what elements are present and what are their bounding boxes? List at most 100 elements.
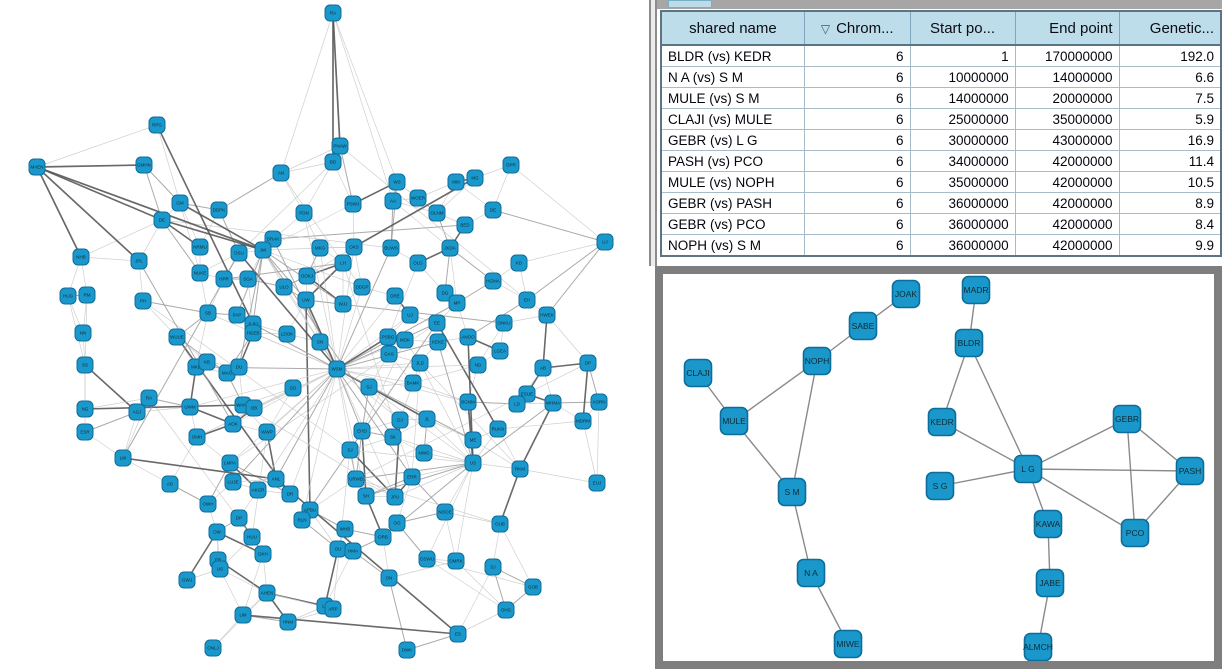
- network-node[interactable]: ERR: [403, 468, 421, 486]
- table-cell[interactable]: N A (vs) S M: [660, 66, 805, 88]
- network-node[interactable]: RLN: [293, 511, 311, 529]
- network-node[interactable]: PNAW: [331, 137, 349, 155]
- network-node[interactable]: RUKN: [489, 420, 507, 438]
- table-cell[interactable]: 42000000: [1014, 150, 1120, 172]
- sort-filter-icon[interactable]: ▽: [820, 21, 831, 36]
- table-cell[interactable]: 36000000: [909, 234, 1016, 257]
- network-node[interactable]: WS: [388, 173, 406, 191]
- network-node[interactable]: AD: [161, 475, 179, 493]
- table-cell[interactable]: GEBR (vs) PCO: [660, 213, 805, 235]
- network-node[interactable]: ND: [469, 356, 487, 374]
- network-node[interactable]: BGNM: [459, 393, 477, 411]
- network-node[interactable]: URWB: [347, 470, 365, 488]
- network-node[interactable]: EH: [518, 291, 536, 309]
- network-node-l-g[interactable]: L G: [1013, 454, 1043, 484]
- network-node[interactable]: DKH: [254, 545, 272, 563]
- network-node[interactable]: OMH: [188, 428, 206, 446]
- network-node[interactable]: OKS: [345, 238, 363, 256]
- network-node[interactable]: WUUE: [168, 328, 186, 346]
- network-node[interactable]: JKDA: [441, 239, 459, 257]
- network-node-gebr[interactable]: GEBR: [1112, 404, 1142, 434]
- network-node-jabe[interactable]: JABE: [1035, 568, 1065, 598]
- network-node[interactable]: HGEB: [244, 324, 262, 342]
- network-node[interactable]: EUJ: [588, 474, 606, 492]
- filtered-network-graph[interactable]: JOAK SABE NOPH CLAJI MULE S M N A MIWE MADR BLDR K…: [663, 274, 1214, 661]
- network-node-madr[interactable]: MADR: [961, 275, 991, 305]
- network-node[interactable]: DSU: [230, 244, 248, 262]
- network-node[interactable]: OOKJ: [298, 267, 316, 285]
- network-node[interactable]: NN: [74, 324, 92, 342]
- network-node[interactable]: RM: [78, 286, 96, 304]
- network-node[interactable]: DP: [579, 354, 597, 372]
- network-node[interactable]: HWEK: [538, 306, 556, 324]
- network-node[interactable]: DPR: [502, 156, 520, 174]
- column-header-1[interactable]: ▽ Chrom...: [803, 10, 911, 46]
- network-node[interactable]: GWJ: [178, 571, 196, 589]
- table-cell[interactable]: 16.9: [1118, 129, 1222, 151]
- table-cell[interactable]: 43000000: [1014, 129, 1120, 151]
- network-node[interactable]: KB: [198, 353, 216, 371]
- network-node[interactable]: MG: [466, 169, 484, 187]
- column-header-0[interactable]: shared name: [660, 10, 805, 46]
- column-header-3[interactable]: End point: [1014, 10, 1120, 46]
- network-node[interactable]: OLNM: [428, 204, 446, 222]
- network-node[interactable]: LGEA: [491, 342, 509, 360]
- network-node-s-m[interactable]: S M: [777, 477, 807, 507]
- network-node[interactable]: ANL: [267, 470, 285, 488]
- network-node[interactable]: BAMK: [404, 374, 422, 392]
- network-node[interactable]: SN: [311, 333, 329, 351]
- network-node[interactable]: LD: [508, 395, 526, 413]
- network-node[interactable]: NWO: [415, 444, 433, 462]
- table-row[interactable]: MULE (vs) NOPH 6 35000000 42000000 10.5: [660, 171, 1222, 193]
- network-node[interactable]: AGJ: [128, 403, 146, 421]
- network-node[interactable]: WHB: [336, 520, 354, 538]
- network-node[interactable]: UW: [297, 291, 315, 309]
- table-cell[interactable]: 35000000: [909, 171, 1016, 193]
- table-cell[interactable]: 14000000: [909, 87, 1016, 109]
- network-node[interactable]: DR: [281, 485, 299, 503]
- table-row[interactable]: BLDR (vs) KEDR 6 1 170000000 192.0: [660, 44, 1222, 67]
- network-node-n-a[interactable]: N A: [796, 558, 826, 588]
- network-node[interactable]: RPG: [148, 116, 166, 134]
- network-node[interactable]: SGA: [239, 270, 257, 288]
- network-node[interactable]: DJ: [391, 411, 409, 429]
- network-node[interactable]: HUG: [59, 287, 77, 305]
- network-node[interactable]: EHD: [353, 422, 371, 440]
- network-node[interactable]: ONKU: [495, 314, 513, 332]
- network-node[interactable]: SB: [199, 304, 217, 322]
- network-node[interactable]: UWM: [181, 398, 199, 416]
- network-node[interactable]: OO: [388, 514, 406, 532]
- network-node[interactable]: DWK: [398, 641, 416, 659]
- table-cell[interactable]: 36000000: [909, 213, 1016, 235]
- network-node[interactable]: OUB: [491, 515, 509, 533]
- table-cell[interactable]: CLAJI (vs) MULE: [660, 108, 805, 130]
- network-node[interactable]: ESR: [76, 423, 94, 441]
- table-row[interactable]: GEBR (vs) PASH 6 36000000 42000000 8.9: [660, 192, 1222, 214]
- network-node[interactable]: AA: [384, 192, 402, 210]
- network-node[interactable]: AOK: [224, 415, 242, 433]
- table-cell[interactable]: 8.4: [1118, 213, 1222, 235]
- column-header-2[interactable]: Start po...: [909, 10, 1016, 46]
- network-node[interactable]: MM: [447, 173, 465, 191]
- network-node[interactable]: ULO: [275, 278, 293, 296]
- table-cell[interactable]: 42000000: [1014, 192, 1120, 214]
- network-node[interactable]: SH: [357, 487, 375, 505]
- table-row[interactable]: GEBR (vs) PCO 6 36000000 42000000 8.4: [660, 213, 1222, 235]
- network-node-pash[interactable]: PASH: [1175, 456, 1205, 486]
- table-cell[interactable]: GEBR (vs) L G: [660, 129, 805, 151]
- network-node[interactable]: JPL: [130, 252, 148, 270]
- network-node[interactable]: NOOE: [436, 503, 454, 521]
- network-node[interactable]: AORN: [590, 393, 608, 411]
- network-node[interactable]: PAP: [228, 306, 246, 324]
- network-node-kawa[interactable]: KAWA: [1033, 509, 1063, 539]
- network-node[interactable]: DG: [436, 284, 454, 302]
- table-cell[interactable]: 1: [909, 44, 1016, 67]
- table-cell[interactable]: 35000000: [1014, 108, 1120, 130]
- table-cell[interactable]: 192.0: [1118, 44, 1222, 67]
- network-node[interactable]: SJ: [341, 441, 359, 459]
- table-cell[interactable]: 6: [803, 213, 911, 235]
- table-cell[interactable]: 9.9: [1118, 234, 1222, 257]
- network-node[interactable]: AKGR: [249, 481, 267, 499]
- network-node[interactable]: AB: [534, 359, 552, 377]
- table-cell[interactable]: GEBR (vs) PASH: [660, 192, 805, 214]
